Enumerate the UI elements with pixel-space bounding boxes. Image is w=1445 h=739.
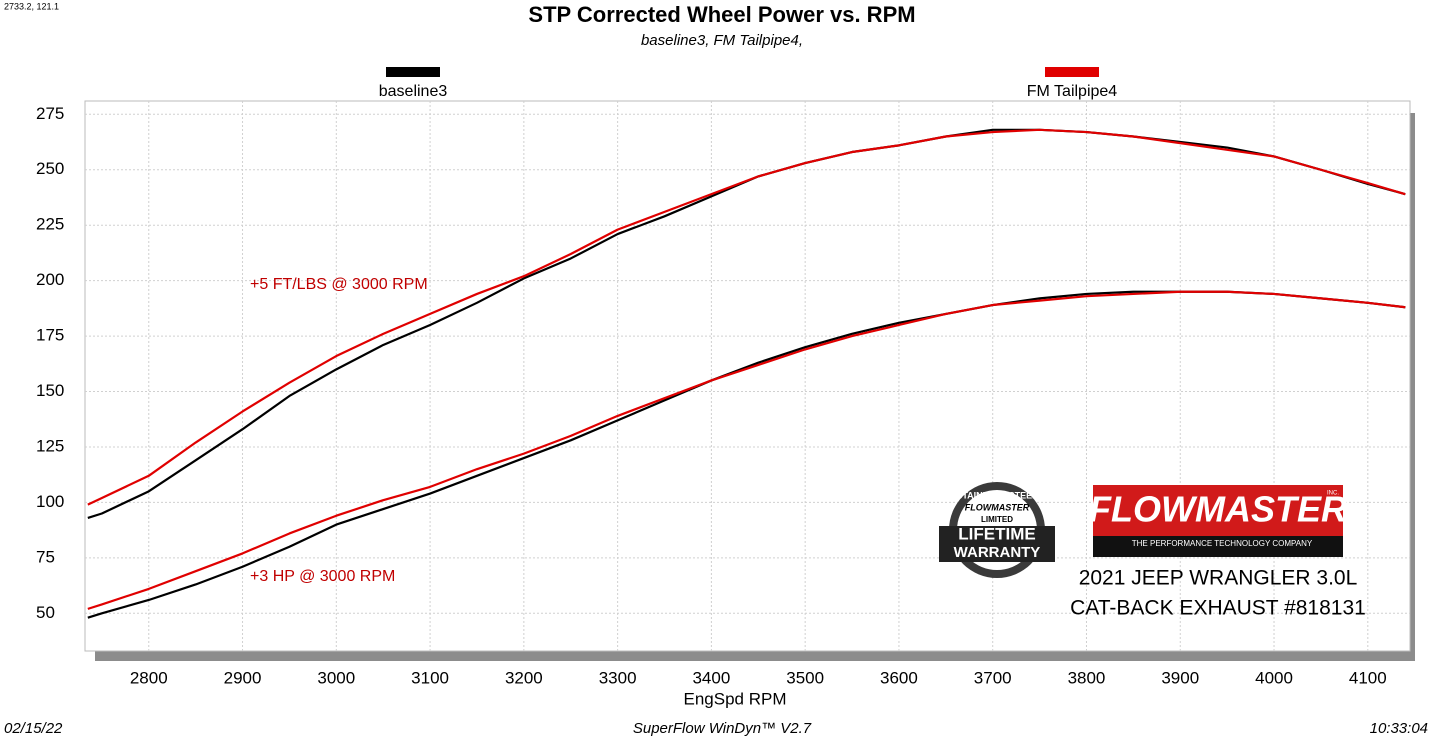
caption: CAT-BACK EXHAUST #818131 (1070, 597, 1366, 620)
annotation: +3 HP @ 3000 RPM (250, 568, 395, 585)
badge-text: LIFETIME (958, 524, 1035, 543)
y-tick-label: 100 (36, 492, 64, 511)
chart-subtitle: baseline3, FM Tailpipe4, (641, 32, 803, 49)
y-tick-label: 50 (36, 603, 55, 622)
legend-label: FM Tailpipe4 (1027, 83, 1118, 100)
caption: 2021 JEEP WRANGLER 3.0L (1079, 567, 1358, 590)
legend-swatch (1045, 67, 1099, 77)
series-line (87, 290, 1406, 610)
flowmaster-logo: FLOWMASTER INC. THE PERFORMANCE TECHNOLO… (1089, 485, 1347, 557)
y-tick-label: 125 (36, 436, 64, 455)
x-tick-label: 3200 (505, 668, 543, 687)
logo-text: THE PERFORMANCE TECHNOLOGY COMPANY (1132, 539, 1313, 548)
x-tick-label: 3600 (880, 668, 918, 687)
x-tick-label: 3000 (317, 668, 355, 687)
y-tick-label: 225 (36, 215, 64, 234)
x-tick-label: 3900 (1161, 668, 1199, 687)
x-tick-label: 3100 (411, 668, 449, 687)
logo-text: FLOWMASTER (1089, 489, 1347, 530)
y-tick-label: 150 (36, 381, 64, 400)
x-tick-label: 2800 (130, 668, 168, 687)
annotation: +5 FT/LBS @ 3000 RPM (250, 276, 428, 293)
badge-text: LIMITED (981, 515, 1013, 524)
x-tick-label: 3300 (599, 668, 637, 687)
x-tick-label: 3400 (692, 668, 730, 687)
warranty-badge: STAINLESS STEEL FLOWMASTER LIMITED LIFET… (939, 482, 1055, 578)
x-tick-label: 2900 (224, 668, 262, 687)
y-tick-label: 275 (36, 104, 64, 123)
legend-label: baseline3 (379, 83, 448, 100)
footer-software: SuperFlow WinDyn™ V2.7 (633, 720, 812, 737)
x-tick-label: 4100 (1349, 668, 1387, 687)
y-tick-label: 200 (36, 270, 64, 289)
x-axis-label: EngSpd RPM (684, 689, 787, 708)
badge-text: FLOWMASTER (965, 502, 1030, 512)
x-tick-label: 3800 (1068, 668, 1106, 687)
x-tick-label: 3500 (786, 668, 824, 687)
cursor-readout: 2733.2, 121.1 (4, 1, 59, 11)
footer-date: 02/15/22 (4, 720, 63, 737)
badge-text: WARRANTY (954, 544, 1041, 561)
footer-time: 10:33:04 (1370, 720, 1428, 737)
y-tick-label: 75 (36, 547, 55, 566)
y-tick-label: 250 (36, 159, 64, 178)
badge-text: STAINLESS STEEL (956, 490, 1038, 500)
logo-text: INC. (1327, 491, 1339, 497)
series-line (87, 128, 1406, 506)
chart-title: STP Corrected Wheel Power vs. RPM (528, 2, 915, 27)
y-tick-label: 175 (36, 326, 64, 345)
x-tick-label: 4000 (1255, 668, 1293, 687)
x-tick-label: 3700 (974, 668, 1012, 687)
legend-swatch (386, 67, 440, 77)
plot-area (84, 100, 1411, 652)
